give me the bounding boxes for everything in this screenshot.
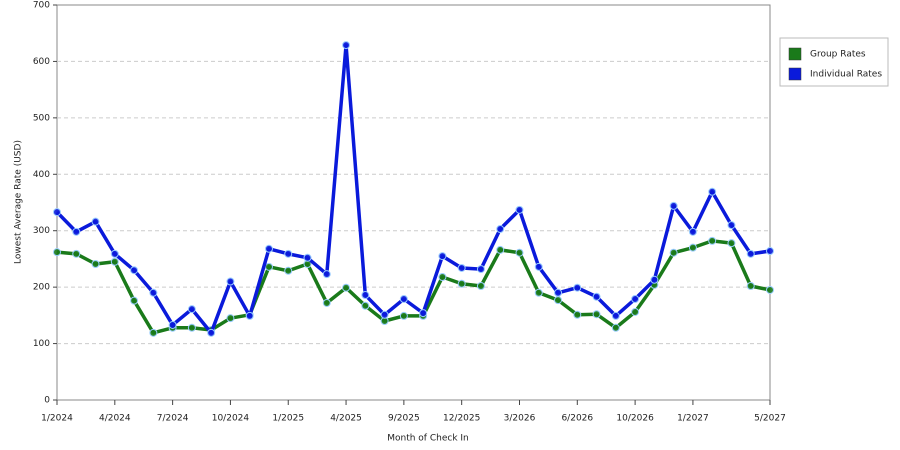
y-axis-label: Lowest Average Rate (USD) [14, 140, 24, 264]
data-point [284, 266, 293, 275]
legend-swatch [788, 47, 802, 61]
data-point [284, 249, 293, 258]
data-point [534, 262, 543, 271]
data-point [669, 248, 678, 257]
data-point [342, 283, 351, 292]
data-point [187, 305, 196, 314]
plot-area [56, 4, 771, 401]
data-point [91, 217, 100, 226]
y-tick-label: 0 [44, 396, 50, 406]
data-point [457, 263, 466, 272]
data-point [766, 285, 774, 294]
y-tick-label: 700 [33, 1, 50, 11]
x-tick-label: 4/2024 [99, 414, 131, 424]
data-point [361, 301, 370, 310]
data-point [669, 201, 678, 210]
data-point [110, 257, 119, 266]
data-point [631, 294, 640, 303]
data-point [573, 283, 582, 292]
x-tick-label: 9/2025 [388, 414, 420, 424]
y-tick-label: 100 [33, 339, 50, 349]
data-point [746, 249, 755, 258]
data-point [688, 243, 697, 252]
data-point [187, 323, 196, 332]
data-point [611, 323, 620, 332]
data-point [110, 249, 119, 258]
x-tick-label: 10/2024 [212, 414, 250, 424]
data-point [727, 221, 736, 230]
x-tick-label: 1/2024 [41, 414, 73, 424]
data-point [708, 187, 717, 196]
data-point [130, 266, 139, 275]
data-point [399, 294, 408, 303]
data-point [554, 296, 563, 305]
data-point [708, 236, 717, 245]
data-point [226, 277, 235, 286]
y-tick-label: 400 [33, 170, 50, 180]
data-point [245, 311, 254, 320]
data-point [91, 260, 100, 269]
y-tick-label: 200 [33, 283, 50, 293]
data-point [496, 245, 505, 254]
y-tick-label: 500 [33, 113, 50, 123]
data-point [322, 298, 331, 307]
y-tick-label: 600 [33, 57, 50, 67]
legend-swatch [788, 67, 802, 81]
data-point [746, 282, 755, 291]
data-point [419, 309, 428, 318]
data-point [438, 272, 447, 281]
legend-label: Individual Rates [810, 70, 882, 80]
x-tick-label: 12/2025 [443, 414, 480, 424]
data-point [592, 292, 601, 301]
data-point [130, 296, 139, 305]
x-tick-label: 7/2024 [157, 414, 189, 424]
data-point [226, 314, 235, 323]
data-point [592, 310, 601, 319]
data-point [611, 311, 620, 320]
data-point [573, 310, 582, 319]
data-point [631, 307, 640, 316]
data-point [688, 227, 697, 236]
legend-label: Group Rates [810, 50, 866, 60]
data-point [264, 244, 273, 253]
data-point [303, 253, 312, 262]
data-point [534, 288, 543, 297]
data-point [380, 310, 389, 319]
data-point [207, 328, 216, 337]
x-tick-label: 5/2027 [754, 414, 786, 424]
data-point [361, 291, 370, 300]
data-point [650, 275, 659, 284]
x-tick-label: 1/2027 [677, 414, 709, 424]
data-point [342, 41, 351, 50]
x-tick-label: 4/2025 [330, 414, 362, 424]
data-point [766, 247, 774, 256]
data-point [149, 328, 158, 337]
data-point [515, 205, 524, 214]
x-tick-label: 10/2026 [616, 414, 654, 424]
data-point [457, 279, 466, 288]
data-point [149, 288, 158, 297]
series-line [55, 43, 771, 335]
data-point [53, 248, 61, 257]
data-point [554, 288, 563, 297]
data-point [476, 282, 485, 291]
data-point [168, 320, 177, 329]
x-tick-label: 3/2026 [504, 414, 536, 424]
data-point [496, 225, 505, 234]
data-point [515, 248, 524, 257]
data-point [399, 311, 408, 320]
data-point [438, 252, 447, 261]
data-point [476, 265, 485, 274]
data-point [264, 262, 273, 271]
x-tick-label: 1/2025 [272, 414, 304, 424]
data-point [72, 249, 81, 258]
y-tick-label: 300 [33, 226, 50, 236]
data-point [72, 227, 81, 236]
x-tick-label: 6/2026 [561, 414, 593, 424]
data-point [53, 208, 61, 217]
data-point [322, 270, 331, 279]
x-axis-label: Month of Check In [387, 434, 469, 444]
data-point [727, 239, 736, 248]
